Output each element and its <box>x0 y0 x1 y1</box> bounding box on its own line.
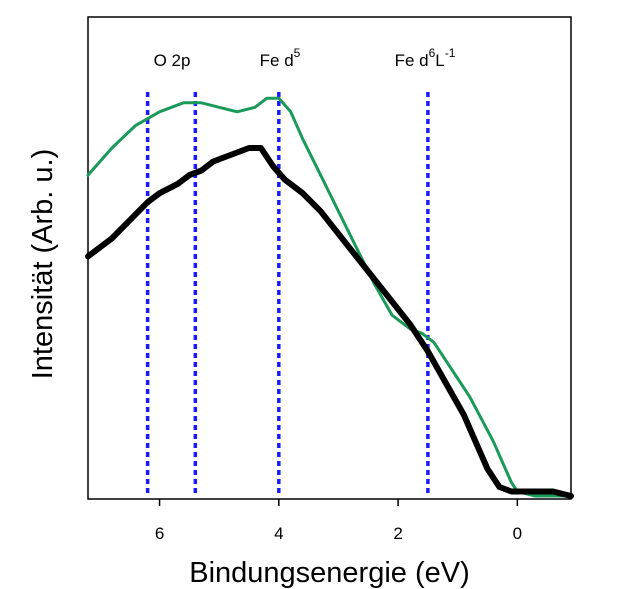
annotation-label-3: Fe d6L-1 <box>395 46 456 70</box>
x-tick-label: 2 <box>393 524 402 543</box>
series-group <box>85 96 574 499</box>
plot-frame <box>87 16 572 500</box>
x-tick-label: 6 <box>155 524 164 543</box>
annotations: O 2p Fe d5 Fe d6L-1 <box>154 46 456 70</box>
measured-spectrum-line <box>85 145 574 499</box>
annotation-label-1: O 2p <box>154 51 191 70</box>
fit-spectrum-line <box>86 96 573 498</box>
x-tick-label: 0 <box>513 524 522 543</box>
y-axis-title: Intensität (Arb. u.) <box>27 149 59 380</box>
x-axis-title: Bindungsenergie (eV) <box>189 557 470 589</box>
x-axis: 6 4 2 0 <box>155 499 522 543</box>
reference-lines <box>145 92 430 497</box>
annotation-label-2: Fe d5 <box>260 46 301 70</box>
x-tick-label: 4 <box>274 524 283 543</box>
